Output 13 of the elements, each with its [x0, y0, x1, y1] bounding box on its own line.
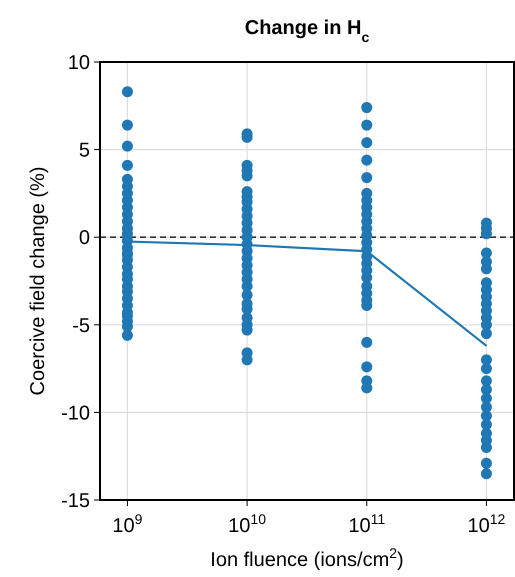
- y-tick-label: 10: [68, 52, 90, 74]
- y-tick-label: 5: [78, 140, 90, 162]
- y-tick-label: 0: [78, 227, 90, 250]
- x-tick-label: 10$^{11}$: [348, 511, 386, 537]
- y-tick-label: -15: [61, 490, 90, 512]
- x-axis-title: Ion fluence (ions/cm$^{2}$): [210, 545, 404, 571]
- y-axis-title: Coercive field change (%): [27, 166, 49, 396]
- y-tick-label: -10: [61, 402, 90, 424]
- x-tick-label: 10$^{9}$: [112, 511, 143, 537]
- y-tick-label: -5: [72, 314, 90, 337]
- chart-title: Change in H$_{c}$: [244, 17, 370, 45]
- x-tick-label: 10$^{10}$: [228, 511, 266, 537]
- x-tick-label: 10$^{12}$: [468, 511, 506, 537]
